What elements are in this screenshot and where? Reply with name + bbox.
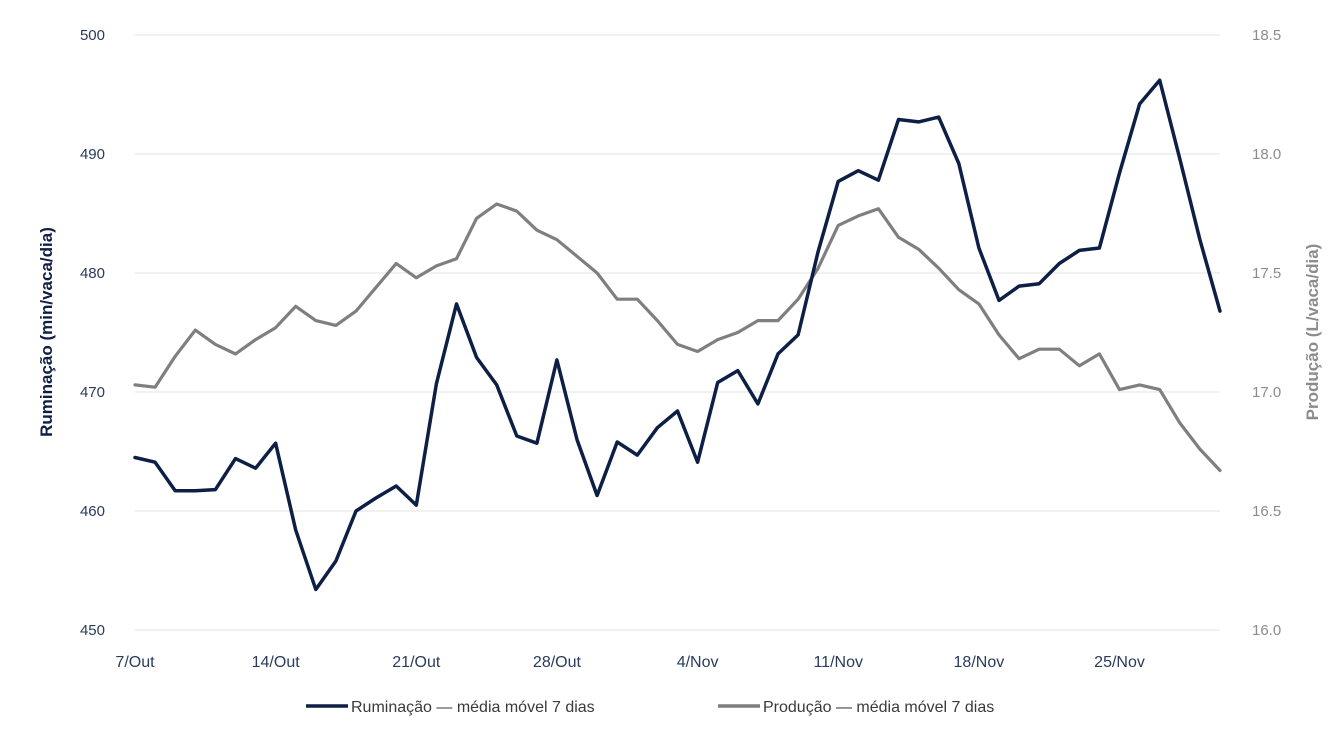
left-tick-label: 460 bbox=[80, 503, 105, 520]
legend-label-production: Produção — média móvel 7 dias bbox=[763, 699, 994, 716]
series-line-rumination bbox=[133, 78, 1222, 592]
gridlines bbox=[135, 34, 1220, 631]
legend: Ruminação — média móvel 7 dias Produção … bbox=[306, 699, 994, 716]
left-tick-label: 490 bbox=[80, 146, 105, 163]
right-axis-label: Produção (L/vaca/dia) bbox=[1303, 244, 1322, 421]
left-tick-label: 450 bbox=[80, 622, 105, 639]
x-tick-label: 28/Out bbox=[533, 654, 582, 671]
right-tick-label: 17.5 bbox=[1252, 265, 1281, 282]
right-tick-label: 16.5 bbox=[1252, 503, 1281, 520]
right-tick-label: 16.0 bbox=[1252, 622, 1281, 639]
left-axis-ticks: 450 460 470 480 490 500 bbox=[80, 27, 105, 639]
x-axis-ticks: 7/Out 14/Out 21/Out 28/Out 4/Nov 11/Nov 18/Nov… bbox=[115, 654, 1144, 671]
left-tick-label: 470 bbox=[80, 384, 105, 401]
x-tick-label: 21/Out bbox=[392, 654, 441, 671]
right-tick-label: 18.0 bbox=[1252, 146, 1281, 163]
series-line-production bbox=[133, 202, 1222, 473]
left-tick-label: 500 bbox=[80, 27, 105, 44]
x-tick-label: 4/Nov bbox=[677, 654, 719, 671]
x-tick-label: 7/Out bbox=[115, 654, 155, 671]
right-tick-label: 18.5 bbox=[1252, 27, 1281, 44]
series-lines bbox=[133, 78, 1222, 592]
right-axis-ticks: 16.0 16.5 17.0 17.5 18.0 18.5 bbox=[1252, 27, 1281, 639]
x-tick-label: 11/Nov bbox=[813, 654, 863, 671]
x-tick-label: 18/Nov bbox=[954, 654, 1005, 671]
x-tick-label: 14/Out bbox=[252, 654, 301, 671]
left-axis-label: Ruminação (min/vaca/dia) bbox=[37, 227, 56, 437]
right-tick-label: 17.0 bbox=[1252, 384, 1281, 401]
legend-label-rumination: Ruminação — média móvel 7 dias bbox=[351, 699, 595, 716]
left-tick-label: 480 bbox=[80, 265, 105, 282]
x-tick-label: 25/Nov bbox=[1094, 654, 1145, 671]
